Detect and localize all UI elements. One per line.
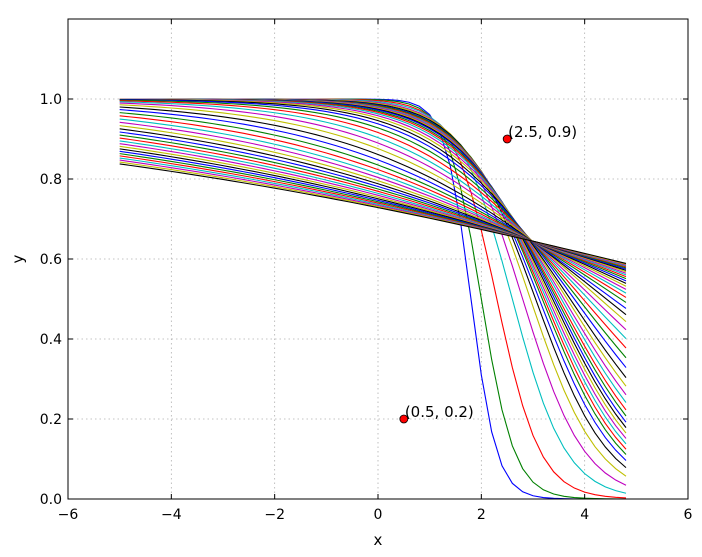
y-tick-label: 0.0 [40, 492, 62, 508]
ticks: −6 −4 −2 0 2 4 6 0.0 0.2 0.4 0.6 0.8 1.0 [40, 19, 693, 523]
x-tick-label: 6 [684, 507, 693, 523]
y-tick-label: 0.8 [40, 172, 62, 188]
x-tick-label: 0 [374, 507, 383, 523]
series-line-26 [119, 102, 627, 331]
series-line-23 [119, 99, 627, 359]
x-tick-label: 2 [477, 507, 486, 523]
x-tick-label: −6 [58, 507, 79, 523]
x-tick-label: −4 [161, 507, 182, 523]
y-axis-label: y [9, 254, 27, 263]
annotation-point-label: (2.5, 0.9) [508, 123, 577, 141]
annotation-point-marker [502, 134, 512, 144]
y-tick-label: 0.2 [40, 412, 62, 428]
series-group [119, 98, 627, 499]
y-tick-label: 0.4 [40, 332, 62, 348]
annotations: (2.5, 0.9) (0.5, 0.2) [399, 123, 577, 424]
x-tick-label: −2 [264, 507, 285, 523]
series-line-49 [119, 163, 627, 264]
annotation-point-label: (0.5, 0.2) [405, 403, 474, 421]
y-tick-label: 1.0 [40, 92, 62, 108]
y-tick-label: 0.6 [40, 252, 62, 268]
series-line-22 [119, 99, 627, 368]
annotation-point-marker [399, 414, 409, 424]
series-line-25 [119, 101, 627, 339]
x-tick-label: 4 [580, 507, 589, 523]
series-line-21 [119, 98, 627, 378]
series-line-24 [119, 100, 627, 349]
x-axis-label: x [374, 531, 383, 549]
